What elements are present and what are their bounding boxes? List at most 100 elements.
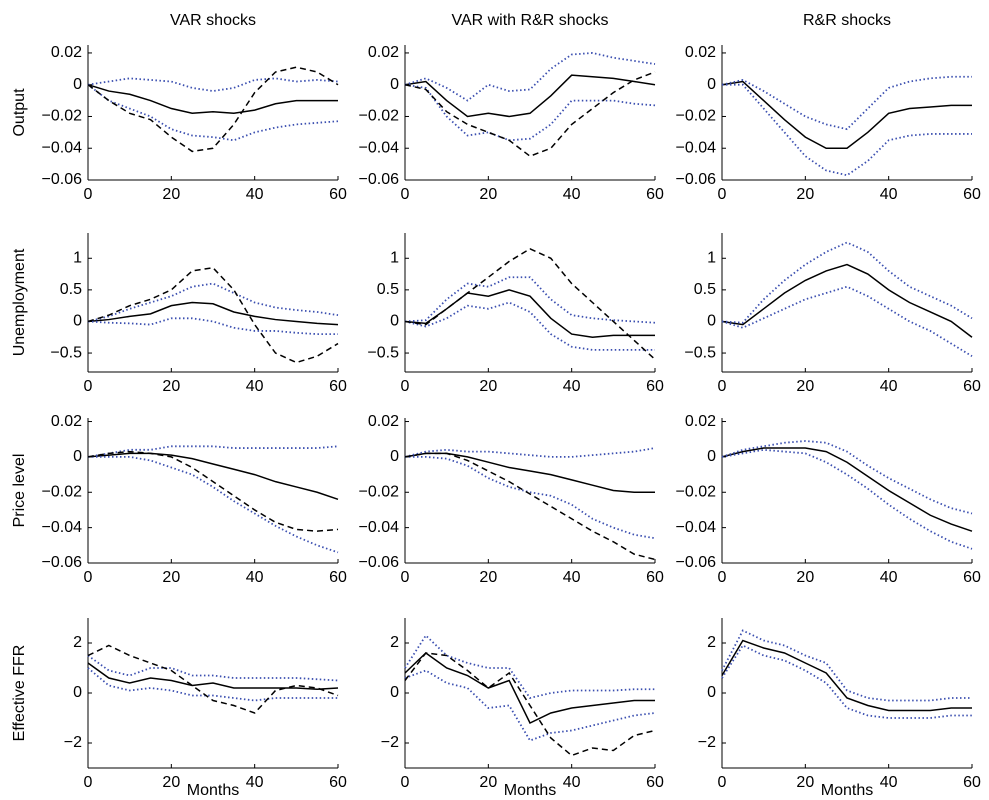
series-line xyxy=(404,276,656,324)
x-tick-label: 60 xyxy=(963,186,981,203)
y-tick-label: 0.02 xyxy=(368,44,399,61)
series-line xyxy=(721,285,973,357)
y-tick-label: 0.5 xyxy=(694,281,716,298)
y-tick-label: 0.02 xyxy=(368,413,399,430)
x-tick-label: 0 xyxy=(401,774,410,791)
series-line xyxy=(87,667,338,702)
x-tick-label: 0 xyxy=(84,774,93,791)
series-line xyxy=(404,289,655,339)
y-axis-label: Unemployment xyxy=(11,248,28,356)
x-tick-label: 20 xyxy=(796,186,814,203)
y-tick-label: 0 xyxy=(73,448,82,465)
series-line xyxy=(404,83,656,142)
series-line xyxy=(87,450,339,532)
y-axis-label: Price level xyxy=(11,454,28,528)
series-line xyxy=(87,644,339,714)
x-tick-label: 20 xyxy=(479,186,497,203)
x-tick-label: 60 xyxy=(329,186,347,203)
series-line xyxy=(404,52,656,102)
y-tick-label: −0.04 xyxy=(42,139,83,156)
x-axis-label: Months xyxy=(187,782,239,799)
y-tick-label: −0.04 xyxy=(359,139,400,156)
y-tick-label: −0.06 xyxy=(42,554,83,571)
x-tick-label: 40 xyxy=(880,186,898,203)
x-tick-label: 0 xyxy=(718,378,727,395)
y-tick-label: 0 xyxy=(707,313,716,330)
series-line xyxy=(87,662,339,691)
y-tick-label: −0.5 xyxy=(50,344,82,361)
y-tick-label: −0.5 xyxy=(684,344,716,361)
y-tick-label: −0.02 xyxy=(42,483,83,500)
x-tick-label: 0 xyxy=(401,569,410,586)
series-line xyxy=(404,669,656,742)
y-tick-label: 0 xyxy=(707,684,716,701)
series-line xyxy=(404,301,655,351)
chart-title: VAR shocks xyxy=(170,12,256,29)
series-line xyxy=(404,74,656,118)
y-tick-label: −0.04 xyxy=(42,519,83,536)
series-line xyxy=(721,440,973,515)
y-tick-label: 0.02 xyxy=(685,413,716,430)
y-tick-label: −2 xyxy=(381,734,399,751)
series-line xyxy=(404,447,656,458)
y-tick-label: −0.02 xyxy=(359,483,400,500)
x-tick-label: 40 xyxy=(880,378,898,395)
y-tick-label: −0.02 xyxy=(42,108,83,125)
x-tick-label: 20 xyxy=(162,378,180,395)
y-tick-label: −0.5 xyxy=(367,344,399,361)
y-tick-label: −0.04 xyxy=(359,519,400,536)
y-tick-label: −0.04 xyxy=(676,519,717,536)
y-tick-label: −2 xyxy=(64,734,82,751)
y-tick-label: 0 xyxy=(390,76,399,93)
x-tick-label: 0 xyxy=(718,774,727,791)
y-tick-label: 0 xyxy=(390,448,399,465)
y-tick-label: −0.04 xyxy=(676,139,717,156)
y-tick-label: −0.02 xyxy=(676,483,717,500)
x-tick-label: 40 xyxy=(563,774,581,791)
x-tick-label: 60 xyxy=(963,378,981,395)
y-tick-label: 0 xyxy=(73,76,82,93)
x-tick-label: 20 xyxy=(162,186,180,203)
x-tick-label: 60 xyxy=(646,569,664,586)
x-tick-label: 60 xyxy=(646,774,664,791)
x-tick-label: 60 xyxy=(963,569,981,586)
series-line xyxy=(722,83,972,177)
y-tick-label: 1 xyxy=(73,249,82,266)
series-line xyxy=(87,452,339,501)
x-tick-label: 60 xyxy=(646,186,664,203)
series-line xyxy=(721,639,972,712)
series-line xyxy=(721,448,973,550)
y-axis-label: Effective FFR xyxy=(11,645,28,742)
series-line xyxy=(88,456,339,554)
y-tick-label: 0.02 xyxy=(51,413,82,430)
y-tick-label: 0 xyxy=(390,313,399,330)
series-line xyxy=(404,452,655,494)
y-tick-label: 0 xyxy=(707,448,716,465)
series-line xyxy=(87,83,339,142)
x-axis-label: Months xyxy=(821,782,873,799)
y-tick-label: 2 xyxy=(73,634,82,651)
y-tick-label: 0 xyxy=(73,684,82,701)
x-tick-label: 60 xyxy=(646,378,664,395)
series-line xyxy=(404,71,656,158)
series-line xyxy=(721,629,972,702)
series-line xyxy=(87,66,339,153)
x-tick-label: 0 xyxy=(401,186,410,203)
x-tick-label: 40 xyxy=(246,378,264,395)
series-line xyxy=(87,445,339,458)
series-line xyxy=(721,241,973,324)
y-tick-label: 0.5 xyxy=(377,281,399,298)
y-tick-label: 0 xyxy=(390,684,399,701)
y-tick-label: 1 xyxy=(390,249,399,266)
y-tick-label: 1 xyxy=(707,249,716,266)
y-tick-label: 0 xyxy=(73,313,82,330)
x-tick-label: 60 xyxy=(329,378,347,395)
series-line xyxy=(87,317,338,335)
y-tick-label: 2 xyxy=(707,634,716,651)
x-tick-label: 20 xyxy=(479,569,497,586)
y-tick-label: −0.02 xyxy=(359,108,400,125)
x-tick-label: 60 xyxy=(329,569,347,586)
x-tick-label: 20 xyxy=(162,569,180,586)
y-tick-label: −0.02 xyxy=(676,108,717,125)
